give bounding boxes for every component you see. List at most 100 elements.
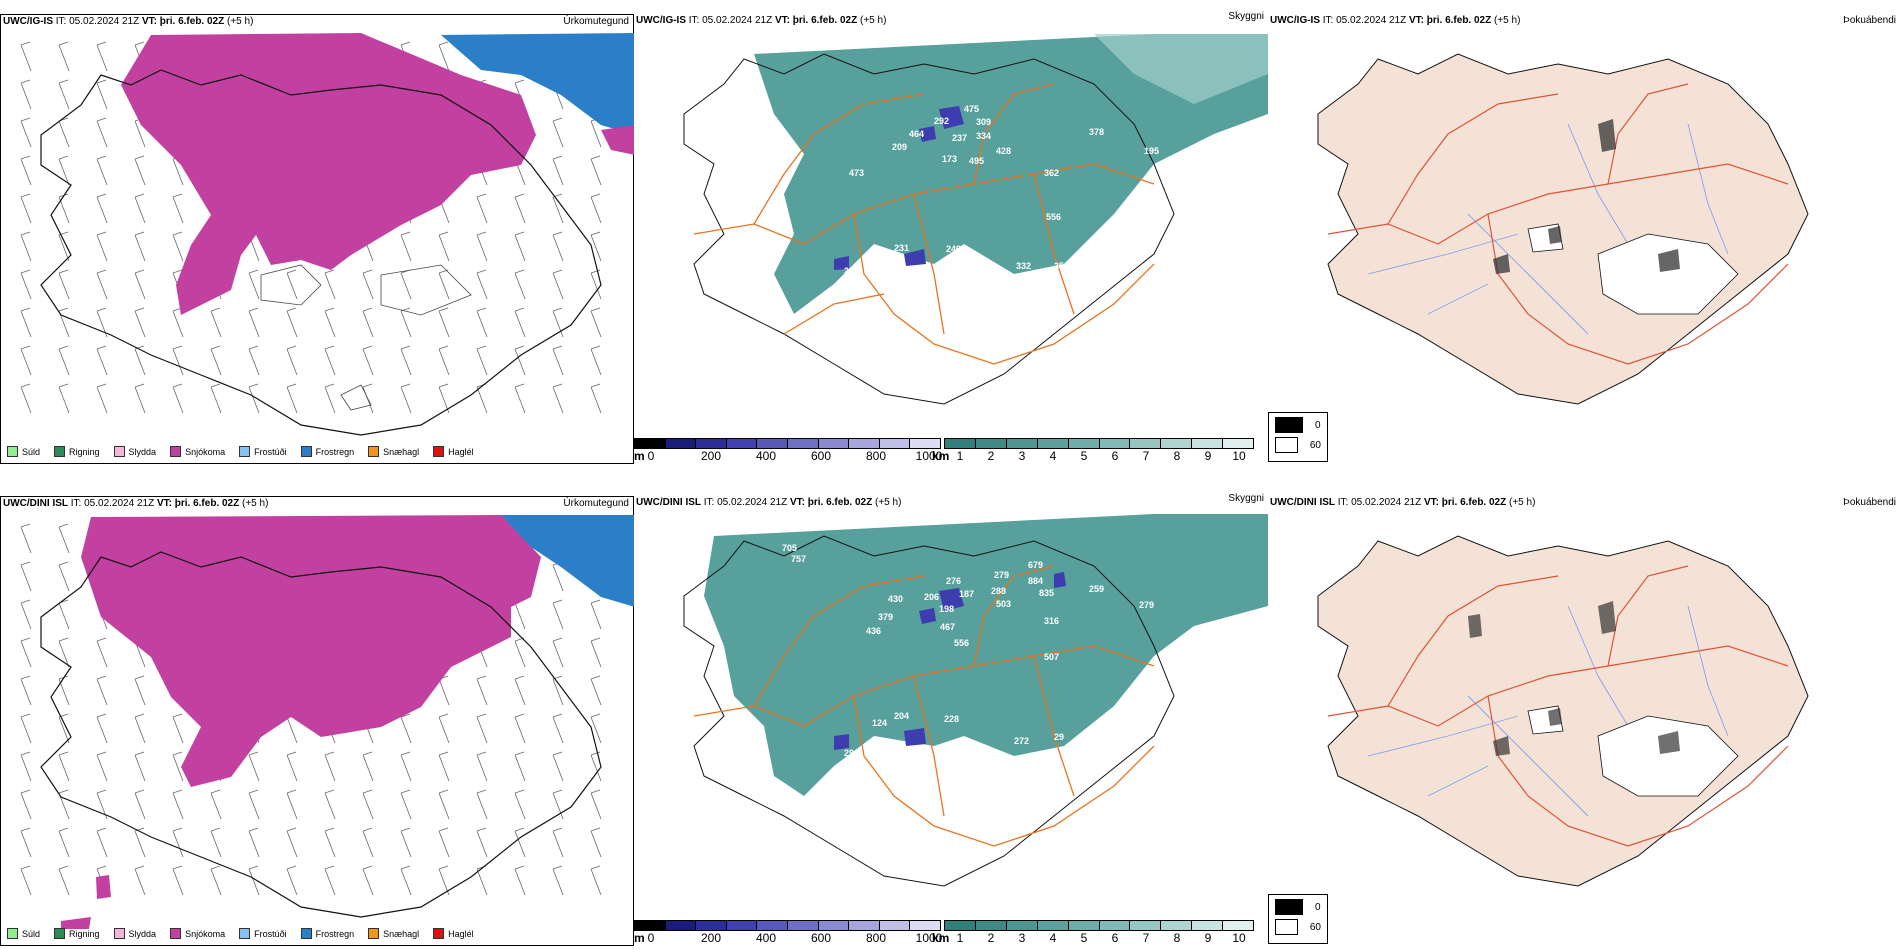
wind-barb bbox=[58, 307, 70, 338]
glacier-outlines bbox=[260, 264, 472, 411]
wind-barb bbox=[20, 155, 32, 186]
wind-barb bbox=[590, 231, 602, 262]
wind-barb bbox=[324, 269, 336, 300]
wind-barb bbox=[552, 117, 564, 148]
wind-barb bbox=[210, 865, 222, 896]
wind-barb bbox=[20, 383, 32, 414]
roads bbox=[1327, 83, 1789, 365]
wind-barb bbox=[58, 193, 70, 224]
svg-text:276: 276 bbox=[946, 576, 961, 586]
wind-barb bbox=[400, 345, 412, 376]
ceiling-panel-top: 475 292 309 464 237 334 209 173 495 428 … bbox=[634, 11, 1268, 464]
swatch bbox=[54, 446, 66, 457]
land-fill bbox=[1317, 535, 1809, 887]
wind-barb bbox=[172, 383, 184, 414]
wind-barb bbox=[58, 751, 70, 782]
wind-barb bbox=[514, 231, 526, 262]
wind-barb bbox=[514, 383, 526, 414]
wind-barb bbox=[590, 789, 602, 820]
svg-text:279: 279 bbox=[994, 570, 1009, 580]
wind-barb bbox=[552, 193, 564, 224]
fog-panel-bottom: UWC/DINI ISL IT: 05.02.2024 21Z VT: þri.… bbox=[1268, 496, 1900, 946]
wind-barb bbox=[324, 865, 336, 896]
svg-text:279: 279 bbox=[1139, 600, 1154, 610]
precip-panel-top: UWC/IG-IS IT: 05.02.2024 21Z VT: þri. 6.… bbox=[0, 14, 635, 464]
wind-barb bbox=[248, 307, 260, 338]
wind-barb bbox=[552, 675, 564, 706]
roads bbox=[693, 565, 1155, 847]
wind-barb bbox=[476, 307, 488, 338]
wind-barb bbox=[362, 269, 374, 300]
svg-text:705: 705 bbox=[782, 543, 797, 553]
legend-item: Slydda bbox=[113, 446, 156, 457]
svg-text:70: 70 bbox=[872, 252, 882, 262]
wind-barb bbox=[58, 789, 70, 820]
svg-text:29: 29 bbox=[844, 748, 854, 758]
wind-barb bbox=[286, 751, 298, 782]
wind-barb bbox=[476, 751, 488, 782]
ceiling-ticks: m 0 200 400 600 800 1000 bbox=[634, 449, 943, 463]
wind-barb bbox=[20, 307, 32, 338]
wind-barb bbox=[552, 713, 564, 744]
svg-text:195: 195 bbox=[1144, 146, 1159, 156]
wind-barb bbox=[210, 789, 222, 820]
svg-text:378: 378 bbox=[1089, 127, 1104, 137]
precip-legend: Súld Rigning Slydda Snjókoma Frostúði Fr… bbox=[7, 446, 474, 457]
fog-title: Þokuábendi bbox=[1843, 15, 1896, 26]
wind-barb bbox=[438, 41, 450, 72]
wind-barb bbox=[210, 827, 222, 858]
wind-barb bbox=[20, 231, 32, 262]
wind-barb bbox=[20, 117, 32, 148]
wind-barb bbox=[324, 383, 336, 414]
wind-barb bbox=[476, 789, 488, 820]
wind-barb bbox=[438, 307, 450, 338]
wind-barb bbox=[400, 751, 412, 782]
fog-title: Þokuábendi bbox=[1843, 497, 1896, 508]
wind-barb bbox=[362, 789, 374, 820]
legend-item: Haglél bbox=[433, 928, 474, 939]
wind-barb bbox=[514, 713, 526, 744]
wind-barb bbox=[476, 269, 488, 300]
svg-text:228: 228 bbox=[944, 714, 959, 724]
visibility-title: Skyggni bbox=[1228, 11, 1264, 22]
wind-barb bbox=[590, 675, 602, 706]
wind-barb bbox=[514, 637, 526, 668]
land-fill bbox=[1317, 53, 1809, 405]
wind-barb bbox=[552, 637, 564, 668]
wind-barb bbox=[552, 307, 564, 338]
wind-barb bbox=[20, 269, 32, 300]
wind-barb bbox=[96, 193, 108, 224]
svg-text:259: 259 bbox=[1089, 584, 1104, 594]
wind-barb bbox=[552, 345, 564, 376]
legend-item: Snæhagl bbox=[368, 928, 419, 939]
wind-barb bbox=[514, 789, 526, 820]
wind-barb bbox=[248, 751, 260, 782]
wind-barb bbox=[590, 865, 602, 896]
wind-barb bbox=[172, 751, 184, 782]
wind-barb bbox=[20, 789, 32, 820]
legend-item: Snjókoma bbox=[170, 446, 225, 457]
wind-barb bbox=[172, 231, 184, 262]
wind-barb bbox=[286, 269, 298, 300]
svg-text:22: 22 bbox=[1114, 716, 1124, 726]
wind-barb bbox=[96, 155, 108, 186]
wind-barb bbox=[96, 751, 108, 782]
wind-barb bbox=[514, 307, 526, 338]
wind-barb bbox=[552, 789, 564, 820]
wind-barb bbox=[210, 383, 222, 414]
legend-item: Frostúði bbox=[239, 446, 287, 457]
wind-barb bbox=[96, 41, 108, 72]
wind-barb bbox=[20, 79, 32, 110]
wind-barb bbox=[362, 865, 374, 896]
wind-barb bbox=[172, 193, 184, 224]
wind-barb bbox=[58, 79, 70, 110]
wind-barb bbox=[20, 865, 32, 896]
fog-legend-item: 0 bbox=[1275, 417, 1321, 433]
rivers bbox=[1367, 605, 1729, 817]
visibility-colorbar: km 1 2 3 4 5 6 7 8 9 10 bbox=[932, 920, 1254, 945]
wind-barb bbox=[590, 155, 602, 186]
wind-barb bbox=[248, 789, 260, 820]
svg-text:556: 556 bbox=[1046, 212, 1061, 222]
fog-map-bottom bbox=[1317, 535, 1809, 887]
wind-barb bbox=[58, 675, 70, 706]
